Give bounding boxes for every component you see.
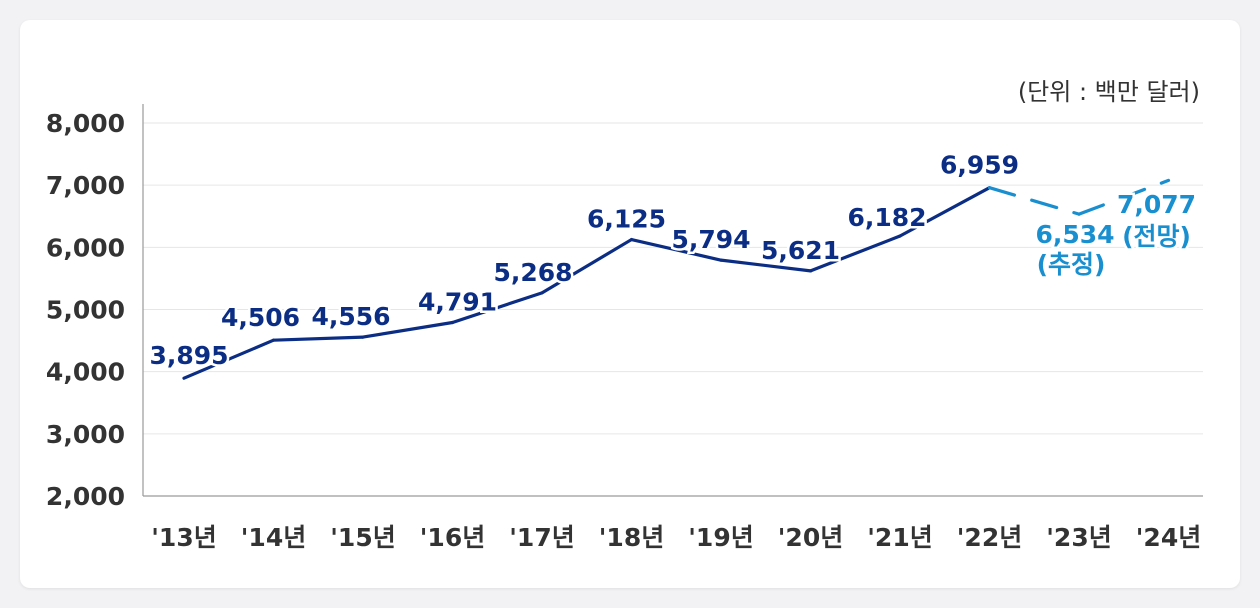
x-tick-label: '16년 — [420, 523, 485, 552]
unit-label: (단위 : 백만 달러) — [1017, 78, 1200, 106]
y-tick-label: 7,000 — [46, 171, 125, 200]
x-tick-label: '20년 — [778, 523, 843, 552]
x-tick-label: '19년 — [688, 523, 753, 552]
actual-line-segment — [898, 186, 992, 238]
data-label: 3,895 — [149, 341, 228, 370]
y-tick-label: 5,000 — [46, 296, 125, 325]
x-tick-label: '13년 — [151, 523, 216, 552]
data-label: 6,125 — [587, 205, 666, 234]
y-tick-label: 3,000 — [46, 420, 125, 449]
data-label: 6,534 — [1035, 220, 1114, 249]
actual-line-segment — [629, 237, 723, 262]
data-label: 4,556 — [311, 302, 390, 331]
data-label: 5,794 — [671, 225, 750, 254]
data-label: 5,621 — [761, 236, 840, 265]
actual-line-segment — [540, 237, 634, 295]
chart-card: (단위 : 백만 달러) — [20, 20, 1240, 588]
forecast-line-segment — [987, 186, 1081, 216]
data-label-note: (추정) — [1037, 250, 1106, 279]
data-label: 6,182 — [847, 203, 926, 232]
y-tick-label: 4,000 — [46, 358, 125, 387]
x-tick-label: '23년 — [1046, 523, 1111, 552]
data-label: 6,959 — [940, 151, 1019, 180]
data-label: 5,268 — [493, 258, 572, 287]
x-tick-label: '17년 — [509, 523, 574, 552]
actual-line-segment — [271, 335, 365, 342]
data-label: 7,077 — [1117, 190, 1196, 219]
data-label-note: (전망) — [1122, 222, 1191, 251]
data-label: 4,791 — [418, 287, 497, 316]
x-tick-label: '24년 — [1136, 523, 1201, 552]
x-tick-label: '22년 — [957, 523, 1022, 552]
y-tick-label: 6,000 — [46, 233, 125, 262]
actual-line-segment — [808, 234, 902, 273]
y-tick-label: 8,000 — [46, 109, 125, 138]
x-tick-label: '14년 — [241, 523, 306, 552]
actual-line-segment — [182, 338, 276, 380]
actual-line-segment — [450, 291, 544, 325]
x-tick-label: '21년 — [867, 523, 932, 552]
y-tick-label: 2,000 — [46, 482, 125, 511]
x-tick-label: '15년 — [330, 523, 395, 552]
forecast-line-segment — [1077, 178, 1171, 216]
actual-line-segment — [361, 320, 455, 339]
x-tick-label: '18년 — [599, 523, 664, 552]
actual-line-segment — [719, 258, 813, 273]
data-label: 4,506 — [221, 303, 300, 332]
